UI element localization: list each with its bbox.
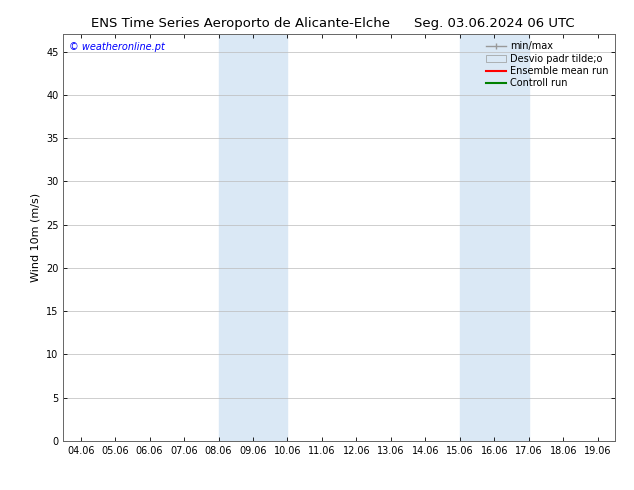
Bar [460, 34, 529, 441]
Bar [219, 34, 287, 441]
Text: © weatheronline.pt: © weatheronline.pt [69, 43, 165, 52]
Legend: min/max, Desvio padr tilde;o, Ensemble mean run, Controll run: min/max, Desvio padr tilde;o, Ensemble m… [484, 39, 610, 90]
Y-axis label: Wind 10m (m/s): Wind 10m (m/s) [30, 193, 41, 282]
Text: ENS Time Series Aeroporto de Alicante-Elche: ENS Time Series Aeroporto de Alicante-El… [91, 17, 391, 30]
Text: Seg. 03.06.2024 06 UTC: Seg. 03.06.2024 06 UTC [414, 17, 575, 30]
